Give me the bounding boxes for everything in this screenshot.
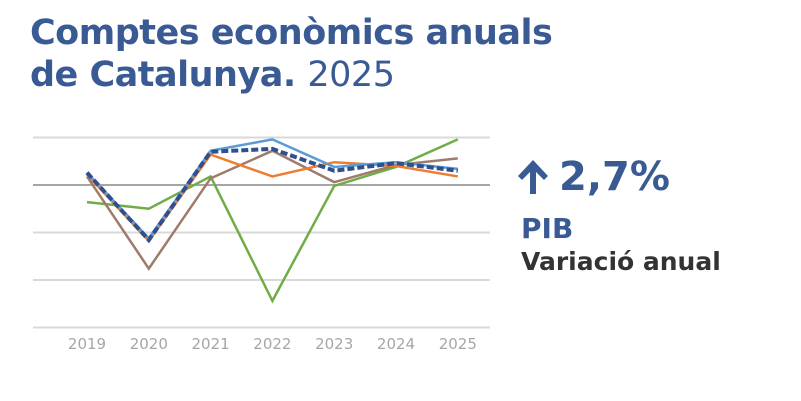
kpi-label: PIB <box>521 212 574 245</box>
page-title: Comptes econòmics anuals de Catalunya. 2… <box>30 12 553 96</box>
title-line-1: Comptes econòmics anuals <box>30 13 553 53</box>
title-line-2: de Catalunya. 2025 <box>30 54 552 96</box>
kpi-sublabel: Variació anual <box>521 247 721 276</box>
kpi-value: 2,7% <box>559 154 670 200</box>
title-region: de Catalunya. <box>30 55 296 95</box>
chart-series <box>85 138 459 304</box>
series-line <box>85 146 459 244</box>
x-tick-label: 2021 <box>192 335 230 353</box>
title-year: 2025 <box>307 55 395 95</box>
series-line <box>85 149 458 271</box>
series-line <box>86 153 459 244</box>
x-tick-label: 2020 <box>130 335 168 353</box>
x-axis-ticks: 2019 2020 2021 2022 2023 2024 2025 <box>68 335 477 353</box>
series-line <box>86 138 458 241</box>
kpi-panel: 2,7% PIB Variació anual <box>517 152 721 278</box>
arrow-up-icon <box>518 160 548 194</box>
x-tick-label: 2024 <box>377 335 415 353</box>
x-tick-label: 2022 <box>253 335 291 353</box>
x-tick-label: 2019 <box>68 335 106 353</box>
x-tick-label: 2023 <box>315 335 353 353</box>
x-tick-label: 2025 <box>439 335 477 353</box>
kpi-value-row: 2,7% <box>517 152 721 202</box>
